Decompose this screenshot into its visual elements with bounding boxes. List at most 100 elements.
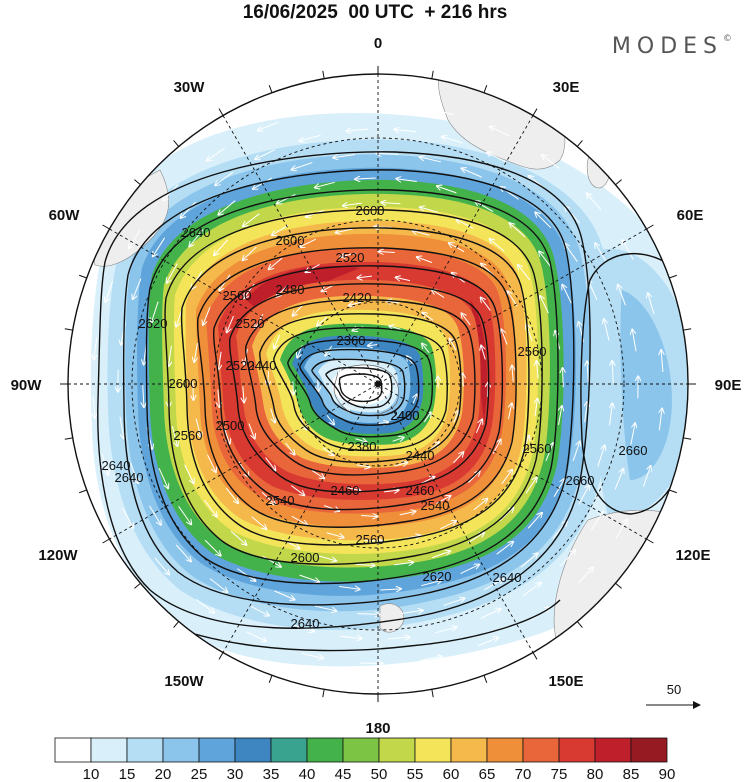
wind-vector-arrow (336, 228, 353, 233)
colorbar-tick-label: 80 (587, 766, 604, 782)
border-tick (431, 689, 434, 698)
contour-label: 2540 (421, 498, 450, 513)
border-tick (268, 675, 273, 683)
border-tick (532, 652, 538, 660)
wind-vector-arrow (356, 465, 370, 467)
wind-vector-arrow (248, 423, 255, 439)
wind-vector-arrow (311, 469, 324, 478)
contour-2580 (164, 209, 543, 565)
contour-2520 (212, 265, 504, 511)
colorbar-swatch (198, 737, 236, 763)
wind-vector-arrow (339, 586, 359, 589)
latitude-circle-3 (131, 137, 625, 631)
wind-vector-arrow (421, 580, 441, 587)
wind-vector-arrow (463, 373, 464, 387)
wind-vector-arrow (355, 439, 367, 442)
wind-vector-arrow (545, 443, 553, 461)
wind-vector-arrow (314, 605, 336, 611)
wind-vector-arrow (151, 301, 159, 323)
wind-vector-arrow (243, 213, 260, 226)
lon-label-90e: 90E (715, 377, 742, 394)
wind-vector-arrow (595, 243, 607, 263)
wind-vector-arrow (326, 414, 334, 424)
lon-label-60w: 60W (49, 207, 81, 224)
wind-vector-arrow (265, 457, 276, 471)
wind-vector-arrow (417, 257, 433, 263)
wind-vector-arrow (291, 485, 304, 496)
wind-vector-arrow (368, 344, 379, 345)
wind-vector-arrow (562, 285, 572, 304)
wind-vector-arrow (341, 253, 357, 257)
wind-vector-arrow (413, 394, 417, 405)
contour-2480 (245, 299, 476, 476)
wind-vector-arrow (512, 366, 513, 382)
wind-vector-arrow (661, 350, 663, 373)
wind-vector-arrow (440, 521, 456, 530)
border-tick (646, 538, 654, 544)
wind-vector-arrow (501, 329, 508, 345)
wind-vector-arrow (299, 574, 319, 582)
wind-vector-arrow (475, 419, 482, 434)
wind-vector-arrow (559, 406, 562, 425)
wind-vector-arrow (553, 479, 564, 498)
wind-vector-arrow (585, 402, 588, 423)
wind-vector-arrow (274, 334, 281, 348)
wind-vector-arrow (501, 470, 512, 485)
wind-vector-arrow (422, 344, 430, 354)
border-tick (102, 224, 110, 230)
copyright-mark: © (723, 34, 732, 44)
colorbar-tick-label: 30 (227, 766, 244, 782)
lon-label-0: 0 (374, 35, 382, 52)
wind-vector-arrow (387, 637, 410, 639)
wind-vector-arrow (420, 207, 439, 213)
contour-label: 2560 (174, 428, 203, 443)
colorbar-swatch (414, 737, 452, 763)
colorbar-tick-label: 55 (407, 766, 424, 782)
border-tick (79, 274, 87, 279)
wind-vector-arrow (207, 147, 226, 161)
contour-2500 (228, 283, 490, 493)
wind-vector-arrow (381, 202, 401, 203)
wind-vector-arrow (171, 426, 177, 446)
wind-vector-arrow (421, 477, 434, 484)
wind-vector-arrow (101, 453, 108, 475)
contour-label: 2640 (115, 470, 144, 485)
wind-vector-arrow (433, 110, 455, 116)
border-tick (134, 582, 141, 589)
reference-vector: 50 (646, 682, 701, 709)
colorbar-swatch (162, 737, 200, 763)
contour-2640-outer (97, 151, 591, 629)
wind-vector-arrow (525, 477, 537, 494)
contour-label: 2520 (336, 250, 365, 265)
colorbar-swatch (306, 737, 344, 763)
wind-vector-arrow (301, 652, 323, 658)
wind-vector-arrow (129, 229, 141, 249)
wind-vector-arrow (396, 179, 417, 182)
wind-vector-arrow (540, 296, 549, 314)
border-tick (576, 140, 583, 147)
wind-vector-arrow (461, 168, 482, 178)
contour-label: 2600 (276, 233, 305, 248)
modes-brand-logo: MODES© (612, 34, 732, 59)
wind-vector-arrow (343, 203, 362, 206)
border-tick (79, 489, 87, 494)
colorbar-tick-label: 40 (299, 766, 316, 782)
lon-label-120e: 120E (675, 547, 710, 564)
wind-vector-arrow (317, 316, 328, 326)
wind-vector-arrow (443, 598, 465, 606)
wind-vector-arrow (473, 499, 488, 511)
wind-vector-arrow (230, 530, 246, 545)
wind-vector-arrow (227, 315, 234, 332)
wind-vector-arrow (223, 426, 230, 444)
contour-label: 2640 (291, 616, 320, 631)
border-tick (431, 70, 434, 79)
border-tick (483, 675, 488, 683)
wind-vector-arrow (436, 496, 450, 505)
wind-vector-arrow (204, 499, 216, 516)
colorbar-tick-label: 65 (479, 766, 496, 782)
colorbar-swatch (630, 737, 668, 763)
wind-vector-arrow (357, 614, 380, 615)
wind-vector-arrow (154, 557, 169, 575)
lon-label-30e: 30E (553, 79, 580, 96)
colorbar-tick-label: 90 (659, 766, 676, 782)
